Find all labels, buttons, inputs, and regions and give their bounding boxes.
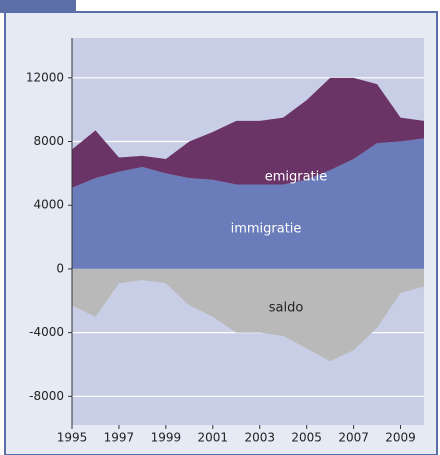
y-tick-label: -4000 <box>29 325 64 339</box>
area <box>72 138 424 269</box>
y-tick-label: 8000 <box>33 134 64 148</box>
x-tick-label: 2001 <box>198 431 229 445</box>
y-tick-label: 4000 <box>33 198 64 212</box>
x-tick-label: 1997 <box>104 431 135 445</box>
x-tick-label: 1999 <box>151 431 182 445</box>
header-tab <box>0 0 76 13</box>
area <box>72 268 424 362</box>
x-tick-label: 2007 <box>338 431 369 445</box>
y-tick-label: 12000 <box>26 70 64 84</box>
y-tick-label: 0 <box>56 261 64 275</box>
area-label: saldo <box>269 301 304 316</box>
x-tick-label: 2003 <box>244 431 275 445</box>
x-tick-label: 2005 <box>291 431 322 445</box>
x-tick-label: 1995 <box>57 431 88 445</box>
area <box>72 77 424 188</box>
area-label: immigratie <box>231 222 302 237</box>
area-label: emigratie <box>265 170 328 185</box>
y-tick-label: -8000 <box>29 389 64 403</box>
x-tick-label: 2009 <box>385 431 416 445</box>
